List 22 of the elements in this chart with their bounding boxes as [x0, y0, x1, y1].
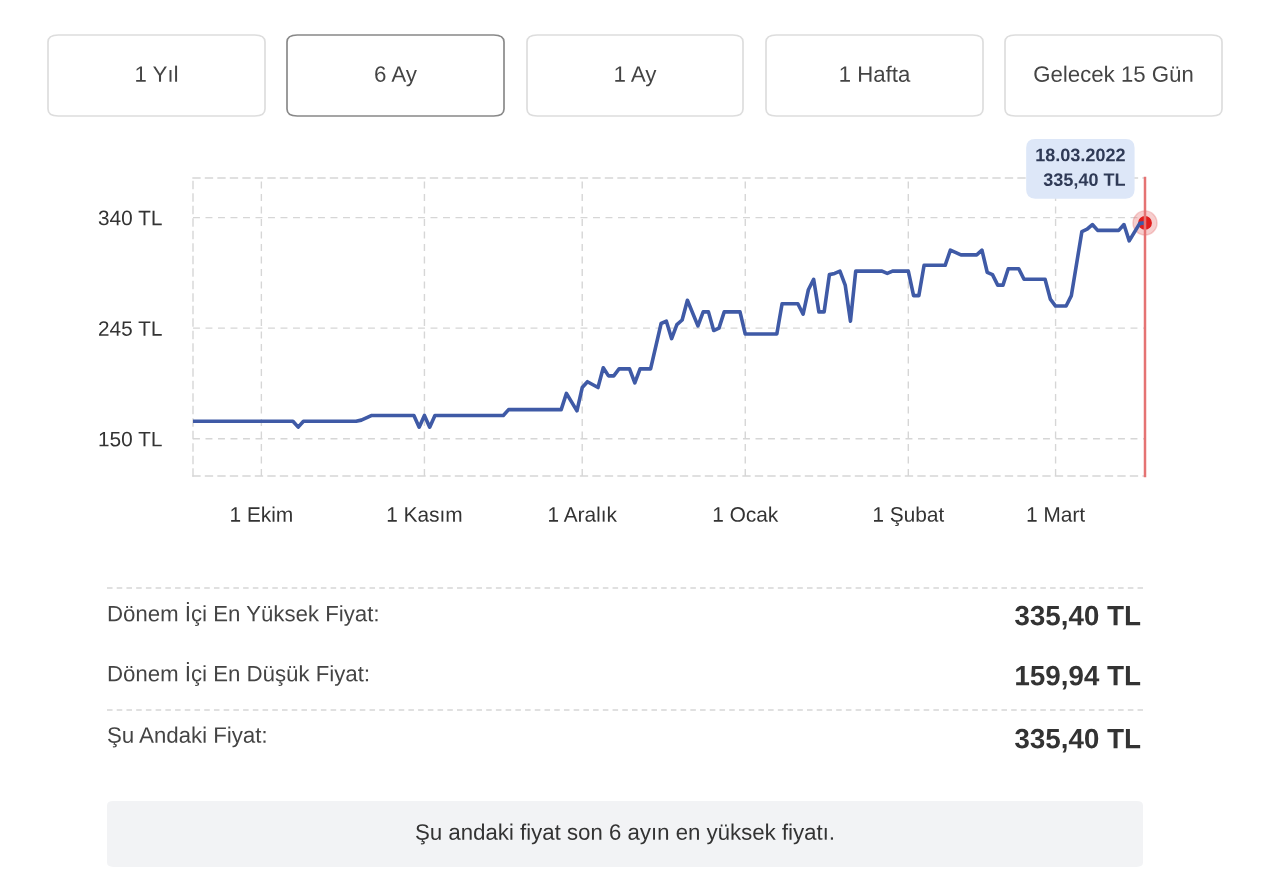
- y-tick-label: 150 TL: [99, 431, 162, 447]
- text: 335,40 TL: [1015, 728, 1141, 753]
- text: 335,40 TL: [1015, 605, 1141, 630]
- text: Şu andaki fiyat son 6 ayın en yüksek fiyatı.: [416, 823, 833, 845]
- text: 1 Ay: [615, 66, 657, 87]
- text: 6 Ay: [375, 66, 417, 87]
- annotation: 18.03.2022 335,40 TL: [1036, 148, 1126, 189]
- text: 159,94 TL: [1016, 665, 1141, 690]
- y-tick-label: 245 TL: [99, 321, 162, 336]
- text: 1 Yıl: [136, 65, 178, 82]
- text: Dönem İçi En Düşük Fiyat:: [108, 662, 369, 686]
- x-tick-label: 1 Ekim: [231, 506, 292, 522]
- y-tick-label: 340 TL: [98, 210, 162, 226]
- text: 1 Hafta: [840, 65, 911, 82]
- text: Şu Andaki Fiyat:: [108, 726, 266, 748]
- x-tick-label: 1 Ocak: [713, 506, 779, 522]
- x-tick-label: 1 Aralık: [549, 506, 617, 522]
- x-tick-label: 1 Mart: [1027, 507, 1085, 522]
- x-tick-label: 1 Şubat: [874, 506, 945, 527]
- text: Gelecek 15 Gün: [1034, 65, 1193, 82]
- x-tick-label: 1 Kasım: [387, 507, 462, 522]
- text: Dönem İçi En Yüksek Fiyat:: [108, 602, 378, 626]
